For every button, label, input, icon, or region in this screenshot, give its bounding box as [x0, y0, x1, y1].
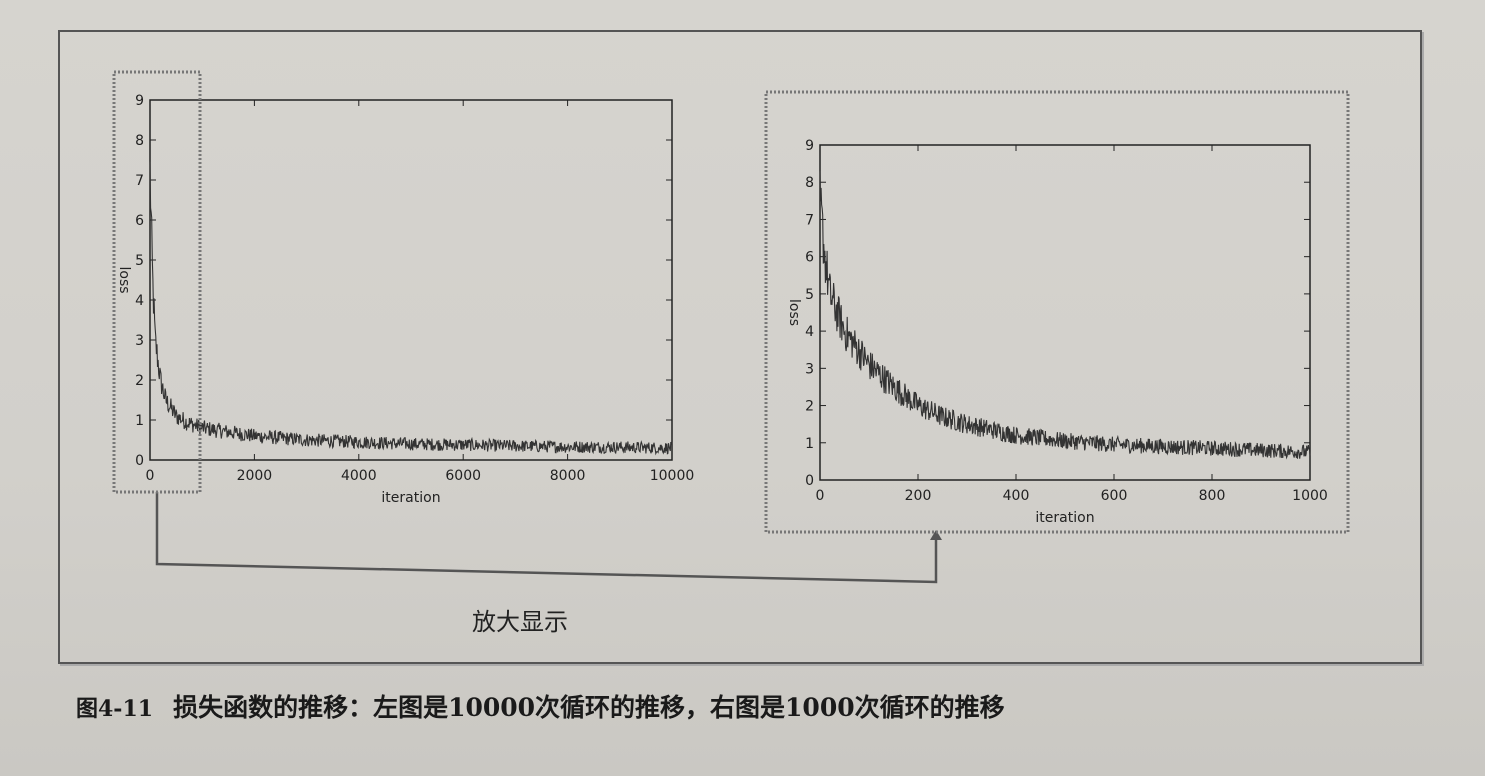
x-axis-label: iteration — [381, 490, 440, 506]
y-tick-label: 0 — [135, 453, 144, 469]
y-tick-label: 7 — [805, 212, 814, 228]
x-tick-label: 6000 — [445, 468, 481, 484]
zoom-arrowhead — [930, 530, 942, 540]
figure-number: 图4-11 — [76, 696, 154, 722]
y-tick-label: 4 — [805, 324, 814, 340]
x-tick-label: 10000 — [650, 468, 695, 484]
y-tick-label: 4 — [135, 293, 144, 309]
loss-series-line — [149, 161, 673, 456]
y-tick-label: 6 — [135, 213, 144, 229]
y-tick-label: 9 — [135, 93, 144, 109]
x-tick-label: 600 — [1101, 488, 1128, 504]
x-tick-label: 200 — [905, 488, 932, 504]
figure-frame — [58, 30, 1422, 664]
x-tick-label: 400 — [1003, 488, 1030, 504]
x-tick-label: 0 — [816, 488, 825, 504]
zoom-region-highlight — [112, 70, 202, 494]
y-tick-label: 7 — [135, 173, 144, 189]
figure-caption-text: 损失函数的推移：左图是10000次循环的推移，右图是1000次循环的推移 — [173, 693, 1005, 722]
y-tick-label: 2 — [805, 399, 814, 415]
zoom-frame — [764, 90, 1350, 534]
x-tick-label: 2000 — [237, 468, 273, 484]
y-tick-label: 0 — [805, 473, 814, 489]
x-tick-label: 4000 — [341, 468, 377, 484]
zoom-caption: 放大显示 — [472, 608, 568, 636]
y-tick-label: 1 — [135, 413, 144, 429]
loss-series-line — [819, 171, 1311, 460]
x-tick-label: 800 — [1199, 488, 1226, 504]
y-tick-label: 2 — [135, 373, 144, 389]
y-tick-label: 9 — [805, 138, 814, 154]
y-axis-label: loss — [786, 299, 802, 326]
y-tick-label: 3 — [805, 361, 814, 377]
y-tick-label: 8 — [135, 133, 144, 149]
left-loss-chart: 0 2000 4000 6000 8000 10000 0 1 2 3 4 5 6 7 8 9 iteratio… — [116, 93, 694, 506]
y-tick-label: 6 — [805, 250, 814, 266]
right-loss-chart: 0 200 400 600 800 1000 0 1 2 3 4 5 6 7 8 9 iteration loss — [786, 138, 1328, 526]
y-axis-label: loss — [116, 266, 132, 293]
figure-caption: 图4-11 损失函数的推移：左图是10000次循环的推移，右图是1000次循环的推… — [76, 688, 1005, 724]
plot-area-frame — [819, 144, 1311, 481]
y-tick-label: 5 — [135, 253, 144, 269]
y-tick-label: 5 — [805, 287, 814, 303]
y-tick-label: 8 — [805, 175, 814, 191]
x-tick-label: 8000 — [550, 468, 586, 484]
y-tick-label: 1 — [805, 436, 814, 452]
x-axis-label: iteration — [1035, 510, 1094, 526]
x-tick-label: 1000 — [1292, 488, 1328, 504]
zoom-connector — [155, 492, 938, 584]
x-tick-label: 0 — [146, 468, 155, 484]
y-tick-label: 3 — [135, 333, 144, 349]
plot-area-frame — [149, 99, 673, 461]
